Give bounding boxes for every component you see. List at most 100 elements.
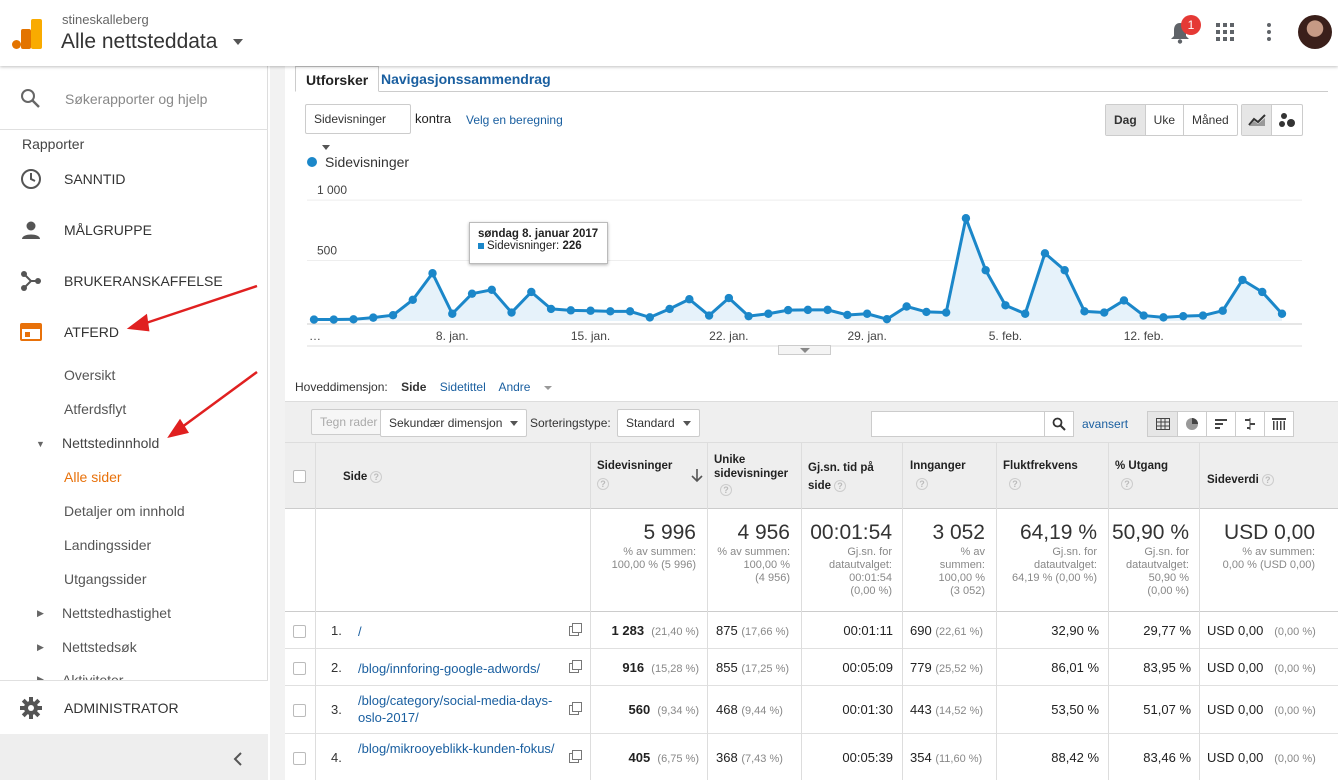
plot-rows-button[interactable]: Tegn rader [311, 409, 387, 435]
header-unique-pageviews[interactable]: Unike sidevisninger? [714, 453, 800, 496]
help-icon[interactable]: ? [834, 479, 847, 492]
data-point[interactable] [764, 309, 773, 318]
sidebar-item-behavior[interactable]: ATFERD [0, 312, 268, 352]
data-point[interactable] [1020, 309, 1030, 318]
sidebar-item-content-drilldown[interactable]: Detaljer om innhold [64, 503, 185, 519]
sort-arrow-down-icon[interactable] [691, 469, 703, 483]
row-checkbox[interactable] [293, 704, 306, 717]
data-point[interactable] [744, 311, 753, 321]
data-point[interactable] [1179, 311, 1188, 321]
data-point[interactable] [1139, 311, 1148, 320]
data-point[interactable] [823, 305, 832, 315]
data-point[interactable] [882, 314, 892, 324]
data-point[interactable] [665, 304, 674, 314]
data-point[interactable] [922, 307, 931, 317]
sidebar-item-exit-pages[interactable]: Utgangssider [64, 571, 147, 587]
data-point[interactable] [941, 308, 951, 317]
data-point[interactable] [487, 285, 496, 295]
search-placeholder[interactable]: Søkerapporter og hjelp [65, 91, 208, 107]
metric-select[interactable]: Sidevisninger [305, 104, 411, 151]
data-point[interactable] [1277, 309, 1287, 318]
data-point[interactable] [507, 308, 516, 317]
table-search-input[interactable] [871, 411, 1045, 437]
sidebar-item-all-pages[interactable]: Alle sider [64, 469, 122, 485]
choose-metric-link[interactable]: Velg en beregning [466, 113, 563, 127]
page-link[interactable]: /blog/category/social-media-days-oslo-20… [358, 693, 553, 725]
sidebar-item-behavior-flow[interactable]: Atferdsflyt [64, 401, 127, 417]
data-point[interactable] [902, 302, 911, 311]
data-point[interactable] [566, 306, 576, 315]
sidebar-item-events[interactable]: Aktiviteter [62, 672, 124, 680]
data-point[interactable] [843, 310, 852, 320]
page-link[interactable]: /blog/innforing-google-adwords/ [358, 660, 541, 676]
period-week-button[interactable]: Uke [1144, 105, 1183, 135]
help-icon[interactable]: ? [916, 478, 928, 490]
data-point[interactable] [961, 214, 971, 223]
help-icon[interactable]: ? [1121, 478, 1133, 490]
data-point[interactable] [1080, 307, 1089, 316]
secondary-dimension-select[interactable]: Sekundær dimensjon [380, 409, 528, 437]
data-point[interactable] [329, 315, 338, 324]
data-point[interactable] [645, 313, 655, 322]
header-page[interactable]: Side? [343, 470, 383, 484]
data-point[interactable] [448, 309, 457, 318]
apps-grid-icon[interactable] [1216, 23, 1234, 41]
header-page-value[interactable]: Sideverdi? [1207, 473, 1274, 487]
sidebar-collapse[interactable] [0, 734, 268, 780]
help-icon[interactable]: ? [597, 478, 609, 490]
header-avg-time[interactable]: Gj.sn. tid på side? [808, 459, 898, 495]
period-month-button[interactable]: Måned [1183, 105, 1237, 135]
sidebar-item-overview[interactable]: Oversikt [64, 367, 116, 383]
help-icon[interactable]: ? [1009, 478, 1021, 490]
data-point[interactable] [1258, 287, 1267, 297]
header-exit[interactable]: % Utgang? [1115, 459, 1168, 490]
data-point[interactable] [704, 311, 714, 320]
sidebar-item-realtime[interactable]: SANNTID [0, 159, 268, 199]
performance-view-button[interactable] [1206, 412, 1235, 436]
sidebar-item-admin[interactable]: ADMINISTRATOR [0, 680, 268, 734]
sidebar-item-site-speed[interactable]: Nettstedhastighet [62, 605, 171, 621]
data-point[interactable] [527, 287, 536, 297]
data-point[interactable] [625, 307, 635, 316]
data-point[interactable] [1060, 266, 1069, 275]
header-entrances[interactable]: Innganger? [910, 459, 966, 490]
row-checkbox[interactable] [293, 624, 306, 638]
header-pageviews[interactable]: Sidevisninger? [597, 459, 707, 490]
data-point[interactable] [724, 293, 734, 303]
data-point[interactable] [1218, 306, 1227, 315]
help-icon[interactable]: ? [720, 484, 732, 496]
row-checkbox[interactable] [293, 661, 306, 675]
sidebar-search[interactable]: Søkerapporter og hjelp [0, 66, 268, 130]
data-point[interactable] [606, 307, 615, 316]
motion-chart-button[interactable] [1272, 105, 1302, 135]
open-external-icon[interactable] [569, 659, 582, 673]
row-checkbox[interactable] [293, 752, 306, 765]
data-point[interactable] [1001, 301, 1010, 310]
sort-type-select[interactable]: Standard [617, 409, 700, 437]
tab-navigation-summary[interactable]: Navigasjonssammendrag [381, 71, 551, 87]
triangle-right-icon[interactable]: ▶ [37, 608, 44, 618]
page-link[interactable]: /blog/mikrooyeblikk-kunden-fokus/ [358, 741, 555, 756]
chevron-left-icon[interactable] [233, 752, 243, 766]
dimension-page[interactable]: Side [401, 380, 427, 394]
advanced-filter-link[interactable]: avansert [1082, 417, 1129, 431]
header-bounce-rate[interactable]: Fluktfrekvens? [1003, 459, 1078, 490]
user-avatar[interactable] [1298, 15, 1332, 49]
data-point[interactable] [783, 305, 793, 315]
triangle-down-icon[interactable]: ▼ [36, 439, 45, 449]
sidebar-item-audience[interactable]: MÅLGRUPPE [0, 210, 268, 250]
data-point[interactable] [467, 289, 477, 298]
open-external-icon[interactable] [569, 702, 582, 715]
data-point[interactable] [369, 313, 378, 322]
sidebar-item-site-search[interactable]: Nettstedsøk [62, 639, 137, 655]
data-point[interactable] [685, 295, 694, 304]
data-point[interactable] [1238, 275, 1247, 285]
data-point[interactable] [309, 315, 319, 324]
comparison-view-button[interactable] [1235, 412, 1264, 436]
data-point[interactable] [408, 295, 417, 305]
line-chart-button[interactable] [1242, 105, 1272, 135]
triangle-right-icon[interactable]: ▶ [37, 642, 44, 652]
data-point[interactable] [586, 306, 595, 315]
sidebar-item-site-content[interactable]: Nettstedinnhold [62, 435, 160, 451]
data-point[interactable] [349, 315, 358, 324]
